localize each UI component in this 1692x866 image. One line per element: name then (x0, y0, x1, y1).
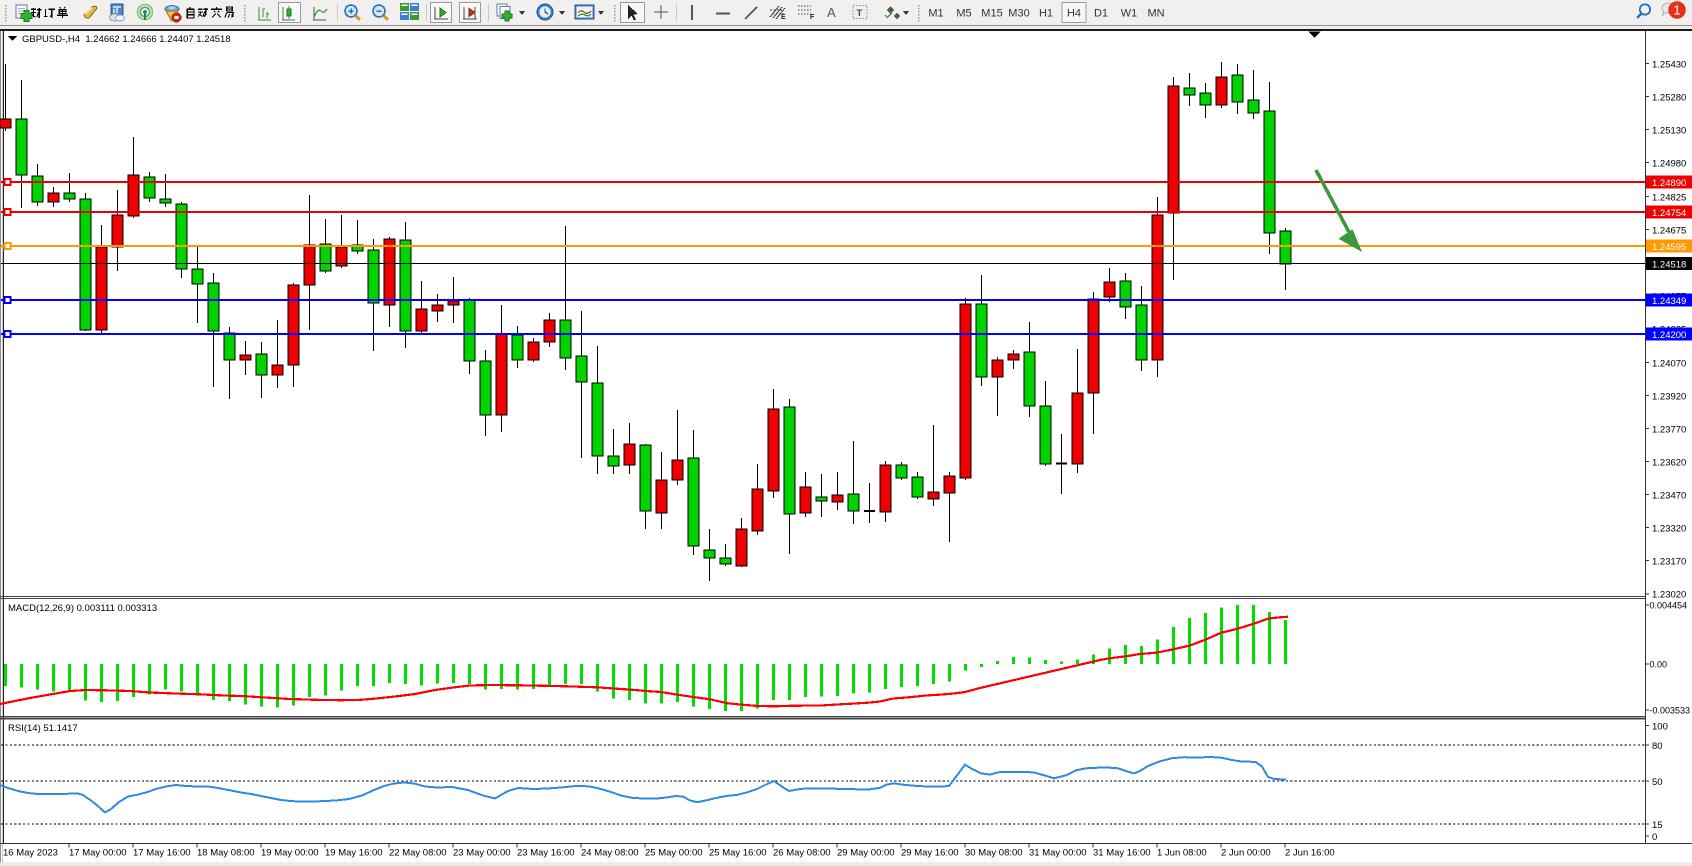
svg-text:MACD(12,26,9) 0.003111 0.00331: MACD(12,26,9) 0.003111 0.003313 (8, 603, 157, 614)
svg-text:1.24980: 1.24980 (1652, 158, 1686, 169)
svg-text:16 May 2023: 16 May 2023 (3, 848, 58, 859)
svg-text:1.24675: 1.24675 (1652, 225, 1686, 236)
svg-text:1.23020: 1.23020 (1652, 590, 1686, 601)
svg-text:2 Jun 00:00: 2 Jun 00:00 (1221, 848, 1271, 859)
svg-text:E: E (781, 14, 786, 21)
svg-text:MN: MN (1147, 8, 1164, 20)
svg-text:80: 80 (1652, 741, 1663, 752)
svg-text:1.24070: 1.24070 (1652, 359, 1686, 370)
svg-text:1.25430: 1.25430 (1652, 59, 1686, 70)
svg-text:2 Jun 16:00: 2 Jun 16:00 (1285, 848, 1335, 859)
svg-text:22 May 08:00: 22 May 08:00 (389, 848, 447, 859)
svg-text:H4: H4 (1067, 8, 1081, 20)
svg-text:25 May 00:00: 25 May 00:00 (645, 848, 703, 859)
svg-text:1.24349: 1.24349 (1652, 296, 1686, 307)
svg-text:15: 15 (1652, 820, 1663, 831)
svg-text:1.23620: 1.23620 (1652, 458, 1686, 469)
svg-text:17 May 00:00: 17 May 00:00 (69, 848, 127, 859)
svg-text:1.25280: 1.25280 (1652, 92, 1686, 103)
svg-text:0.00: 0.00 (1650, 660, 1668, 670)
svg-text:26 May 08:00: 26 May 08:00 (773, 848, 831, 859)
svg-text:1.24518: 1.24518 (1652, 259, 1686, 270)
svg-text:F: F (810, 14, 815, 21)
svg-text:100: 100 (1652, 721, 1668, 732)
svg-text:1.24595: 1.24595 (1652, 242, 1686, 253)
svg-text:1.23470: 1.23470 (1652, 491, 1686, 502)
svg-text:23 May 16:00: 23 May 16:00 (517, 848, 575, 859)
svg-text:18 May 08:00: 18 May 08:00 (197, 848, 255, 859)
svg-text:19 May 00:00: 19 May 00:00 (261, 848, 319, 859)
svg-text:1.24825: 1.24825 (1652, 192, 1686, 203)
svg-text:0: 0 (1652, 832, 1657, 843)
svg-text:29 May 16:00: 29 May 16:00 (901, 848, 959, 859)
svg-text:T: T (857, 8, 863, 19)
svg-text:D1: D1 (1094, 8, 1108, 20)
svg-text:1.23320: 1.23320 (1652, 524, 1686, 535)
svg-text:30 May 08:00: 30 May 08:00 (965, 848, 1023, 859)
svg-text:1.24754: 1.24754 (1652, 208, 1686, 219)
svg-text:M30: M30 (1008, 8, 1029, 20)
svg-text:1.25130: 1.25130 (1652, 125, 1686, 136)
svg-text:1.24200: 1.24200 (1652, 330, 1686, 341)
svg-text:M15: M15 (981, 8, 1002, 20)
svg-text:29 May 00:00: 29 May 00:00 (837, 848, 895, 859)
svg-text:1.23170: 1.23170 (1652, 557, 1686, 568)
svg-text:1 Jun 08:00: 1 Jun 08:00 (1157, 848, 1207, 859)
svg-text:A: A (827, 5, 836, 20)
svg-text:1.24890: 1.24890 (1652, 178, 1686, 189)
svg-text:50: 50 (1652, 777, 1663, 788)
svg-text:RSI(14) 51.1417: RSI(14) 51.1417 (8, 723, 78, 734)
svg-text:H1: H1 (1039, 8, 1053, 20)
svg-text:25 May 16:00: 25 May 16:00 (709, 848, 767, 859)
svg-text:23 May 00:00: 23 May 00:00 (453, 848, 511, 859)
svg-text:-0.003533: -0.003533 (1650, 706, 1691, 716)
svg-text:1.23920: 1.23920 (1652, 392, 1686, 403)
svg-text:17 May 16:00: 17 May 16:00 (133, 848, 191, 859)
svg-text:1.23770: 1.23770 (1652, 425, 1686, 436)
svg-text:W1: W1 (1121, 8, 1138, 20)
svg-text:19 May 16:00: 19 May 16:00 (325, 848, 383, 859)
svg-text:0.004454: 0.004454 (1650, 601, 1688, 611)
svg-text:24 May 08:00: 24 May 08:00 (581, 848, 639, 859)
svg-text:31 May 16:00: 31 May 16:00 (1093, 848, 1151, 859)
svg-text:M5: M5 (956, 8, 971, 20)
svg-text:M1: M1 (928, 8, 943, 20)
svg-text:GBPUSD-,H4 1.24662 1.24666 1.: GBPUSD-,H4 1.24662 1.24666 1.24407 1.245… (22, 34, 231, 45)
svg-text:1: 1 (1673, 3, 1680, 18)
svg-text:31 May 00:00: 31 May 00:00 (1029, 848, 1087, 859)
